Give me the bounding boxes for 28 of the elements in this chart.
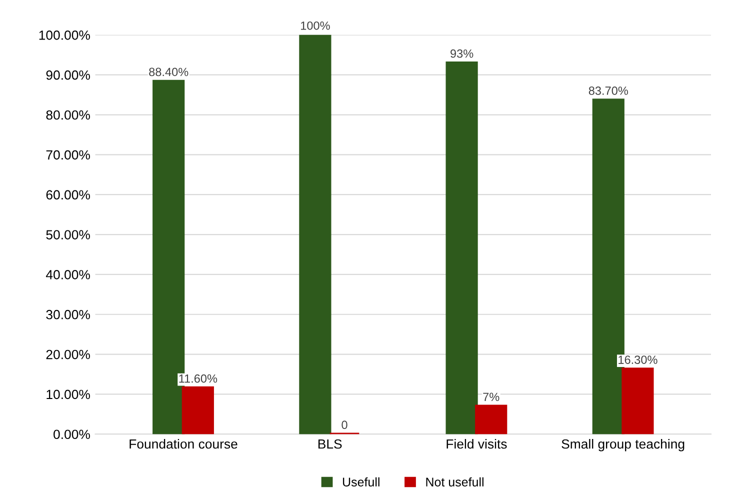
- data-label: 88.40%: [149, 68, 188, 76]
- y-tick-label: 50.00%: [46, 230, 90, 240]
- x-tick-label: Foundation course: [130, 438, 238, 449]
- y-tick-label: 30.00%: [46, 310, 90, 320]
- y-tick-label: 40.00%: [46, 270, 90, 280]
- data-label: 83.70%: [588, 86, 628, 95]
- y-tick-label: 60.00%: [46, 190, 90, 200]
- y-tick-label: 10.00%: [46, 390, 90, 400]
- bar: [299, 34, 332, 434]
- legend-label: Not usefull: [426, 477, 484, 486]
- legend-label: Usefull: [342, 477, 380, 486]
- y-tick-label: 90.00%: [46, 70, 90, 80]
- x-tick-label: BLS: [318, 439, 342, 449]
- data-label: 0: [342, 420, 348, 430]
- data-label: 100%: [300, 21, 330, 30]
- data-label: 16.30%: [618, 356, 658, 364]
- bar: [475, 404, 508, 434]
- y-tick-label: 100.00%: [39, 30, 90, 40]
- data-label: 93%: [450, 49, 474, 58]
- bar: [182, 386, 214, 434]
- y-tick-label: 70.00%: [46, 150, 90, 160]
- data-label: 7%: [483, 392, 500, 402]
- y-tick-label: 20.00%: [46, 350, 90, 360]
- y-tick-label: 80.00%: [46, 110, 90, 120]
- data-label: 11.60%: [179, 374, 218, 383]
- x-tick-label: Small group teaching: [562, 438, 684, 452]
- y-tick-label: 0.00%: [54, 430, 90, 440]
- x-tick-label: Field visits: [446, 438, 507, 449]
